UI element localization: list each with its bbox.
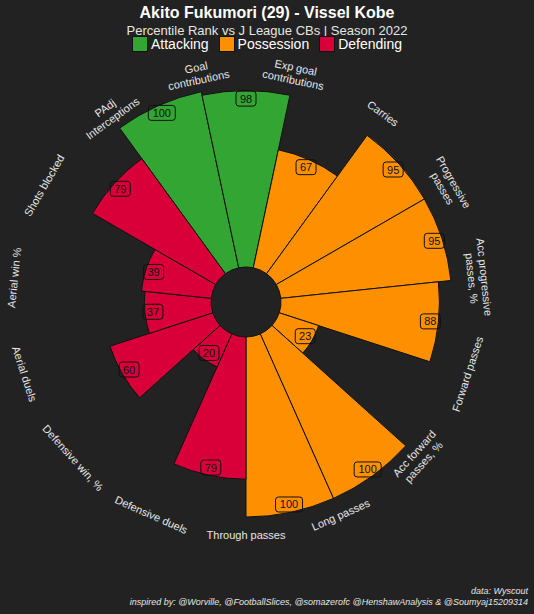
svg-text:95: 95	[387, 164, 399, 176]
svg-text:95: 95	[428, 235, 440, 247]
svg-text:Aerial duels: Aerial duels	[10, 345, 39, 404]
svg-text:Acc progressivepasses, %: Acc progressivepasses, %	[462, 237, 495, 317]
svg-text:Forward passes: Forward passes	[450, 334, 486, 413]
svg-text:PAdjInterceptions: PAdjInterceptions	[76, 84, 142, 141]
svg-text:Shots blocked: Shots blocked	[22, 152, 67, 218]
html-text:Akito Fukumori (29) - Vissel K: Akito Fukumori (29) - Vissel Kobe	[139, 4, 395, 21]
svg-text:67: 67	[300, 161, 312, 173]
html-text:inspired by: @Worville, @Footb: inspired by: @Worville, @FootballSlices,…	[129, 597, 528, 607]
svg-text:20: 20	[203, 347, 215, 359]
svg-text:88: 88	[424, 315, 436, 327]
svg-text:Through passes: Through passes	[207, 529, 286, 541]
svg-text:37: 37	[147, 306, 159, 318]
html-text:Attacking: Attacking	[151, 36, 209, 52]
html-text:Possession: Possession	[237, 36, 310, 52]
svg-text:100: 100	[153, 107, 171, 119]
svg-text:Goalcontributions: Goalcontributions	[164, 56, 231, 92]
svg-text:Exp goalcontributions: Exp goalcontributions	[261, 56, 328, 92]
svg-text:100: 100	[280, 498, 298, 510]
svg-text:39: 39	[147, 266, 159, 278]
svg-text:79: 79	[114, 183, 126, 195]
svg-text:Aerial win %: Aerial win %	[8, 247, 23, 309]
svg-text:Carries: Carries	[365, 98, 401, 129]
html-text:Percentile Rank vs J League CB: Percentile Rank vs J League CBs | Season…	[126, 23, 408, 38]
svg-text:79: 79	[205, 462, 217, 474]
html-text:Defending: Defending	[338, 36, 402, 52]
svg-text:Acc forwardpasses, %: Acc forwardpasses, %	[390, 428, 447, 488]
svg-text:Long passes: Long passes	[310, 496, 372, 533]
svg-text:Defensive win, %: Defensive win, %	[40, 422, 106, 493]
svg-text:23: 23	[299, 330, 311, 342]
svg-text:98: 98	[240, 93, 252, 105]
svg-text:100: 100	[358, 463, 376, 475]
svg-text:60: 60	[123, 364, 135, 376]
html-text:data: Wyscout: data: Wyscout	[471, 586, 528, 596]
svg-text:Progressivepasses: Progressivepasses	[423, 154, 473, 217]
svg-text:Defensive duels: Defensive duels	[113, 493, 190, 536]
